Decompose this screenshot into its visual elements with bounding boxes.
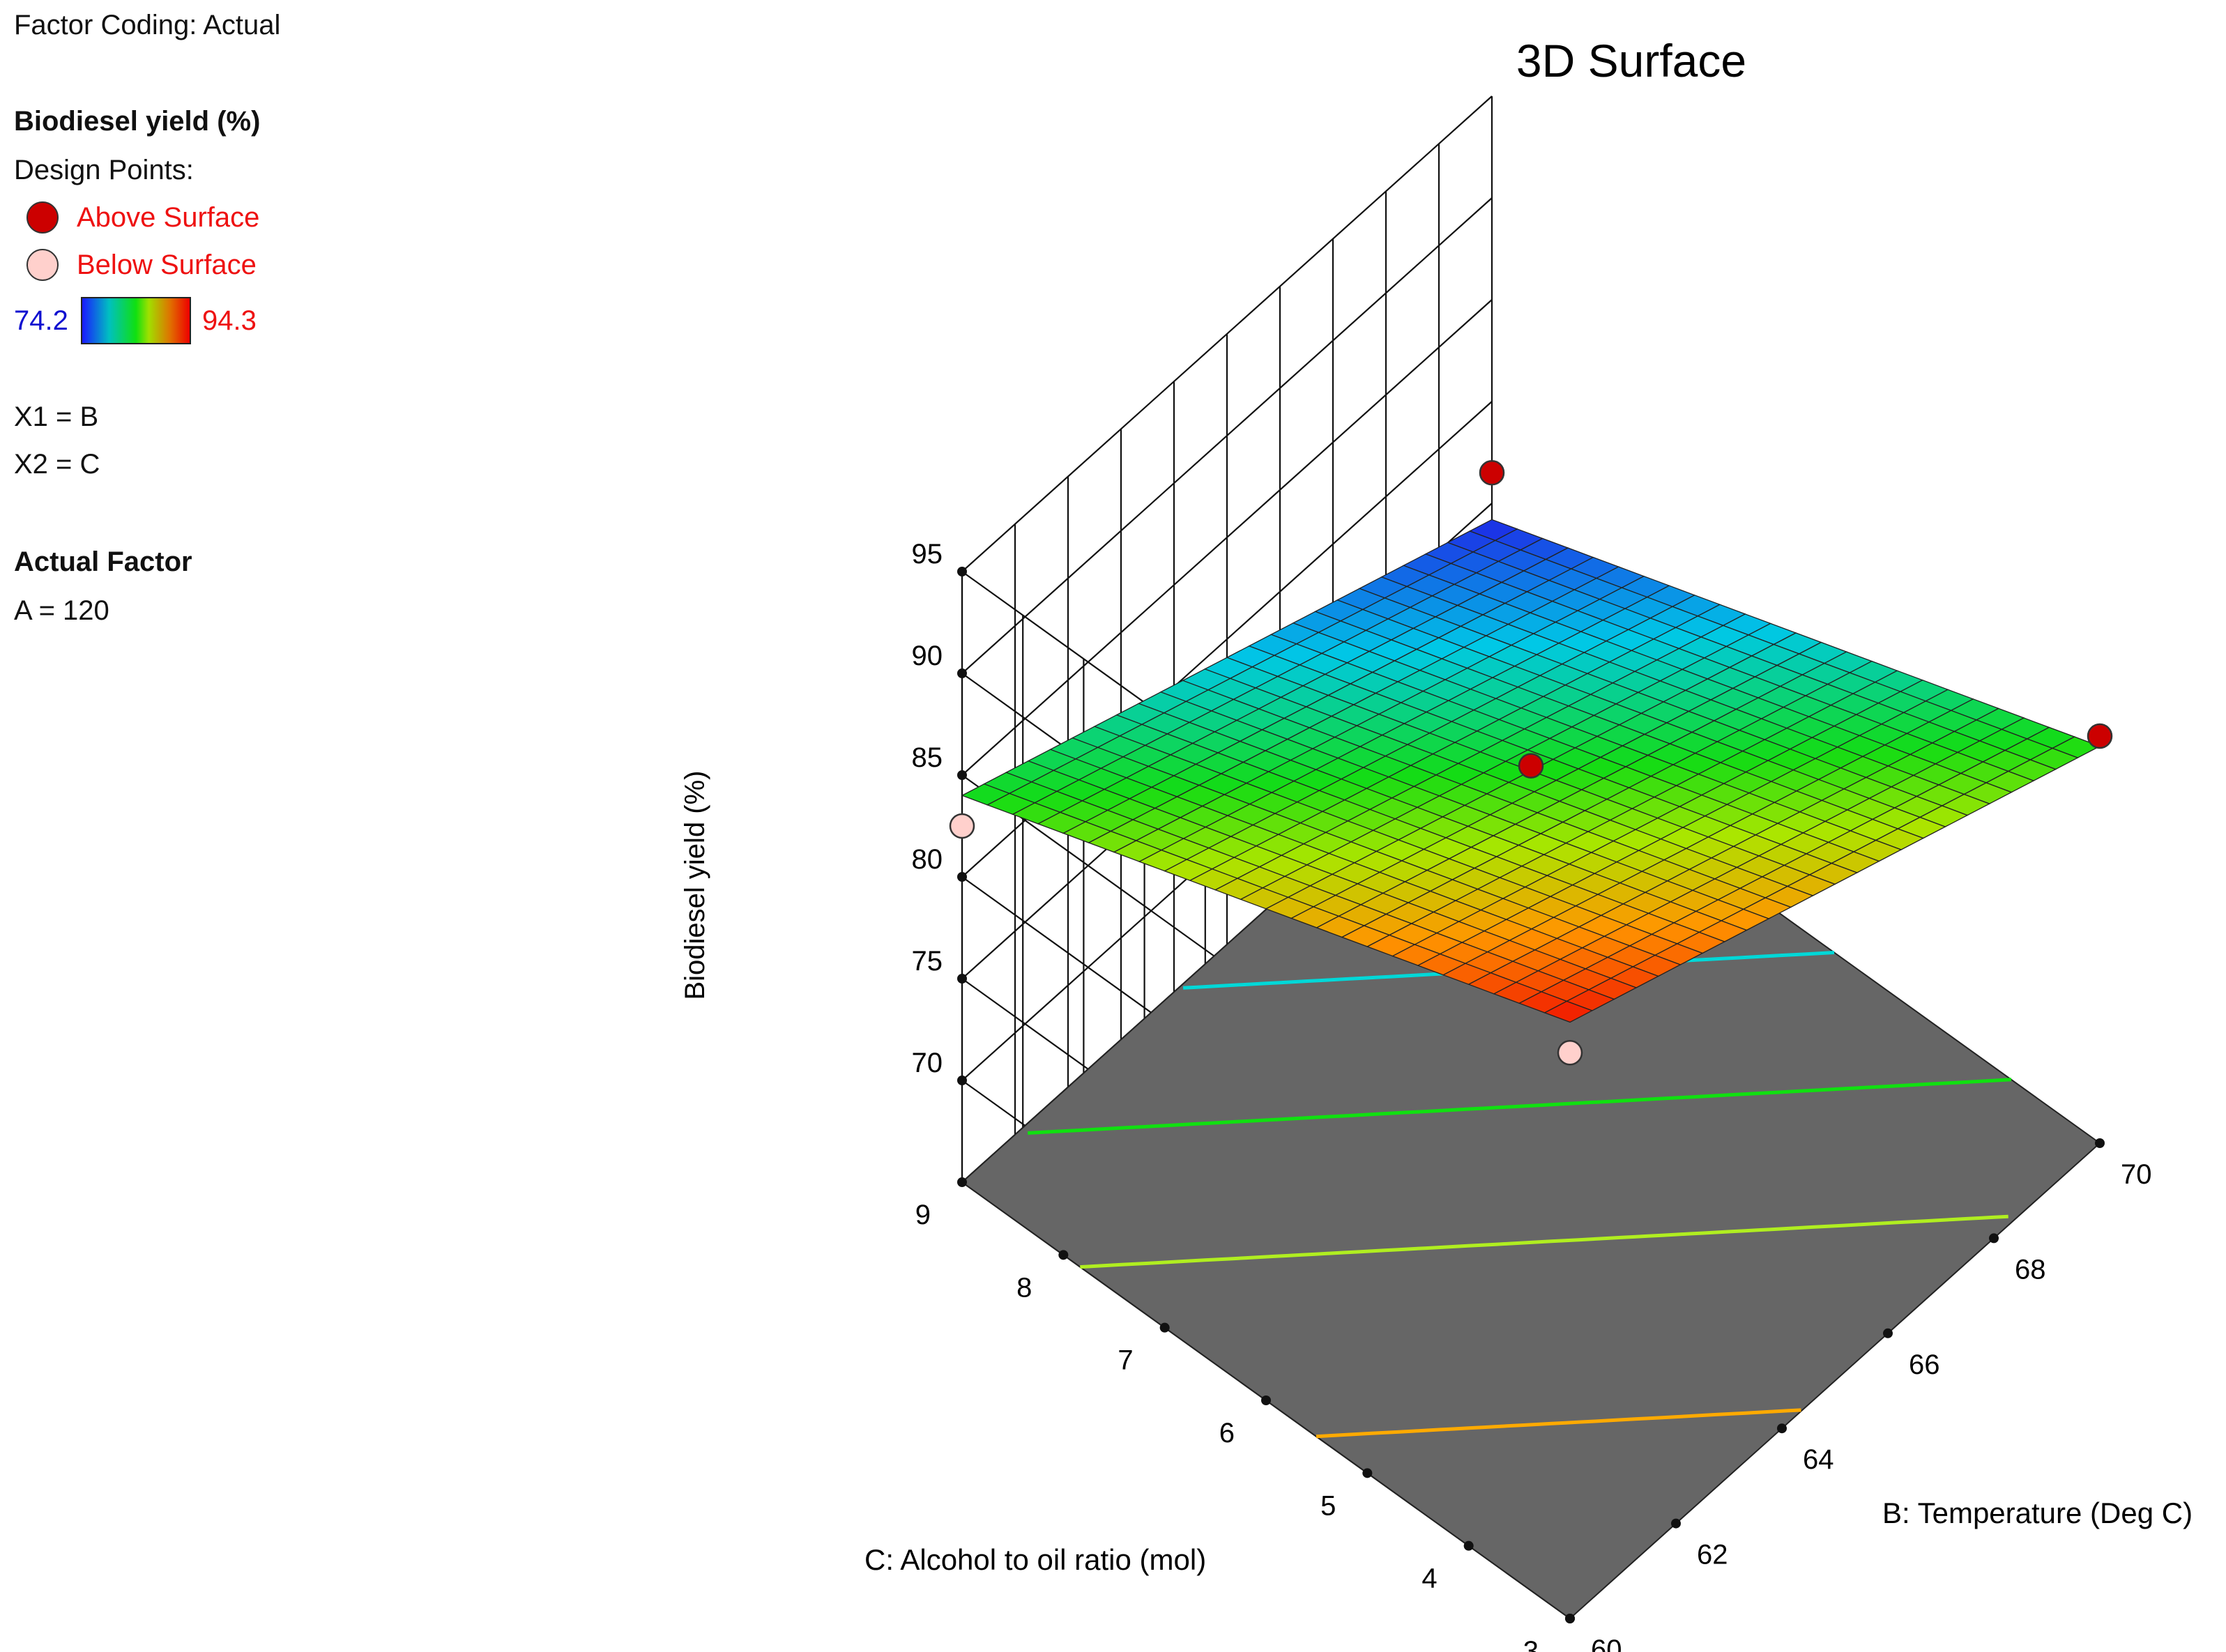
response-surface: [961, 519, 2101, 1023]
z-tick-mark: [957, 668, 967, 678]
surface-cell: [1543, 1000, 1594, 1023]
chart-title: 3D Surface: [1516, 35, 1746, 86]
actual-factor-title: Actual Factor: [14, 546, 192, 577]
x1-mapping: X1 = B: [14, 401, 99, 432]
x-tick-mark: [1883, 1328, 1893, 1338]
y-tick-mark: [1362, 1468, 1373, 1478]
y-tick-label: 6: [1219, 1418, 1235, 1448]
z-tick-label: 85: [912, 742, 943, 773]
contour-line: [1080, 1214, 2008, 1269]
z-tick-mark: [957, 872, 967, 882]
x2-mapping: X2 = C: [14, 449, 100, 480]
z-axis-label: Biodiesel yield (%): [680, 770, 710, 1000]
design-point-below: [949, 813, 975, 839]
z-tick-mark: [957, 770, 967, 780]
y-tick-mark: [1463, 1540, 1474, 1551]
y-tick-label: 3: [1523, 1636, 1539, 1652]
x-tick-mark: [1989, 1233, 1999, 1244]
y-tick-label: 5: [1320, 1490, 1336, 1521]
legend-below-surface: Below Surface: [14, 245, 257, 284]
x-tick-label: 64: [1803, 1444, 1834, 1475]
response-title: Biodiesel yield (%): [14, 106, 261, 137]
z-tick-label: 70: [912, 1048, 943, 1078]
y-tick-label: 9: [915, 1200, 931, 1230]
y-tick-mark: [1261, 1395, 1271, 1405]
contour-line: [1028, 1078, 2012, 1135]
y-tick-mark: [1058, 1250, 1069, 1260]
z-tick-label: 90: [912, 641, 943, 671]
x-axis-label: B: Temperature (Deg C): [1882, 1497, 2193, 1529]
design-points: [949, 459, 2113, 1066]
y-tick-label: 7: [1118, 1345, 1133, 1376]
above-surface-marker-icon: [26, 201, 59, 234]
x-tick-mark: [1777, 1423, 1787, 1434]
design-point-above: [2087, 723, 2113, 749]
design-points-label: Design Points:: [14, 155, 194, 185]
factor-coding-text: Factor Coding: Actual: [14, 10, 281, 40]
y-tick-mark: [1159, 1322, 1170, 1333]
color-scale-bar: [81, 297, 191, 344]
z-tick-mark: [957, 567, 967, 576]
z-tick-mark: [957, 974, 967, 984]
x-tick-label: 62: [1697, 1540, 1728, 1570]
x-tick-label: 70: [2121, 1159, 2152, 1190]
contour-line: [1316, 1408, 1801, 1439]
below-surface-label: Below Surface: [77, 249, 257, 280]
z-tick-mark: [957, 1076, 967, 1085]
z-tick-label: 80: [912, 844, 943, 875]
x-tick-label: 68: [2015, 1254, 2046, 1285]
below-surface-marker-icon: [26, 249, 59, 281]
y-tick-mark: [957, 1177, 967, 1187]
y-tick-mark: [1565, 1614, 1575, 1623]
y-tick-label: 4: [1421, 1563, 1437, 1594]
design-point-above: [1518, 753, 1544, 779]
x-tick-label: 66: [1909, 1349, 1940, 1380]
design-point-below: [1557, 1039, 1583, 1066]
design-point-above: [1479, 459, 1505, 486]
legend-above-surface: Above Surface: [14, 198, 259, 237]
actual-factor-value: A = 120: [14, 595, 109, 626]
y-tick-label: 8: [1016, 1272, 1032, 1303]
y-axis-label: C: Alcohol to oil ratio (mol): [864, 1543, 1206, 1576]
x-tick-mark: [2095, 1138, 2105, 1148]
z-tick-label: 95: [912, 539, 943, 569]
x-tick-mark: [1671, 1518, 1681, 1529]
z-tick-label: 75: [912, 946, 943, 977]
color-scale-max: 94.3: [202, 305, 257, 336]
x-tick-label: 60: [1591, 1635, 1622, 1652]
axes: 70 75 80 85 90 95 60 62 64 66 68 70 3 4 5 6 7 8 9: [912, 539, 2152, 1652]
above-surface-label: Above Surface: [77, 201, 260, 233]
color-scale-min: 74.2: [14, 305, 68, 336]
